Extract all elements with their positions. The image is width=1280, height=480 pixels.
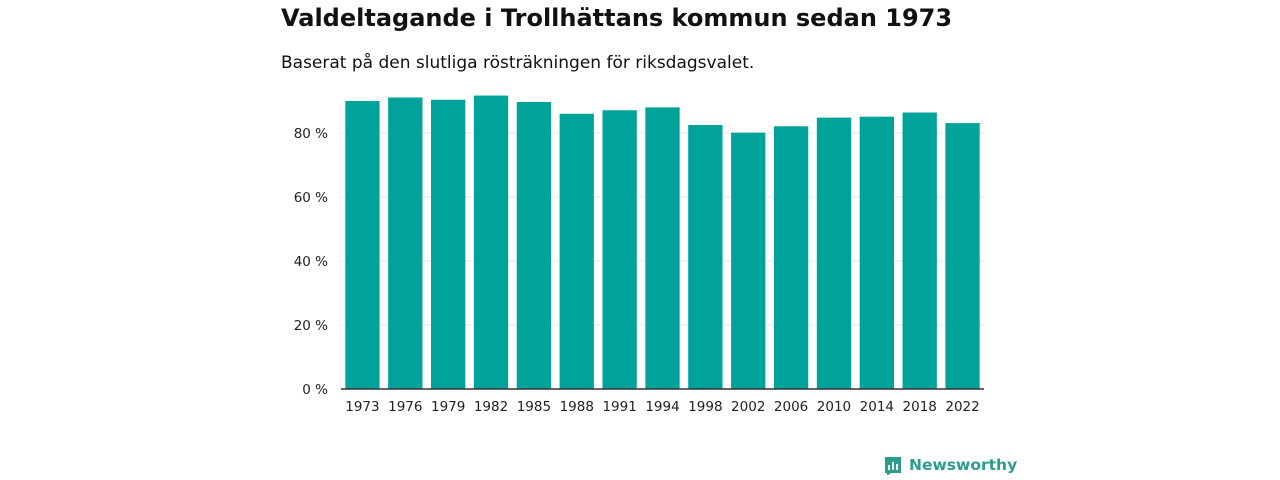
y-axis-ticks: 0 % 20 % 40 % 60 % 80 % [294, 126, 328, 398]
x-tick-label: 1985 [517, 399, 551, 415]
x-tick-label: 1979 [431, 399, 465, 415]
x-tick-label: 1982 [474, 399, 508, 415]
bar-1979[interactable] [431, 99, 466, 389]
bar-1976[interactable] [388, 97, 423, 389]
y-tick-label: 40 % [294, 254, 328, 270]
bar-2006[interactable] [773, 126, 809, 389]
x-tick-label: 2002 [731, 399, 765, 415]
brand-name: Newsworthy [909, 456, 1018, 474]
x-tick-label: 1998 [688, 399, 722, 415]
x-tick-label: 2006 [774, 399, 808, 415]
x-tick-label: 2018 [903, 399, 937, 415]
bar-1994[interactable] [645, 107, 680, 390]
y-tick-label: 0 % [302, 382, 328, 398]
bar-2002[interactable] [731, 132, 766, 389]
x-tick-label: 2010 [817, 399, 851, 415]
x-tick-label: 1973 [345, 399, 379, 415]
bar-chart-logo-icon [885, 457, 901, 475]
chart-title: Valdeltagande i Trollhättans kommun seda… [281, 4, 953, 32]
bar-2018[interactable] [902, 112, 937, 390]
y-tick-label: 80 % [294, 126, 328, 142]
x-tick-label: 1976 [388, 399, 422, 415]
bar-2014[interactable] [859, 116, 894, 390]
y-tick-label: 60 % [294, 190, 328, 206]
bar-1985[interactable] [516, 101, 552, 390]
newsworthy-logo[interactable]: Newsworthy [883, 455, 1017, 475]
x-tick-label: 2014 [860, 399, 894, 415]
x-axis-ticks: 1973 1976 1979 1982 1985 1988 1991 1994 1998 2002… [345, 399, 979, 415]
x-tick-label: 1994 [645, 399, 679, 415]
bar-1973[interactable] [345, 101, 380, 389]
bar-2022[interactable] [945, 123, 980, 389]
bar-1998[interactable] [688, 125, 723, 389]
bar-1988[interactable] [559, 113, 594, 390]
chart-subtitle: Baserat på den slutliga rösträkningen fö… [281, 53, 755, 73]
x-tick-label: 1988 [560, 399, 594, 415]
x-tick-label: 1991 [602, 399, 636, 415]
bar-2010[interactable] [816, 117, 852, 389]
x-tick-label: 2022 [945, 399, 979, 415]
bars [345, 95, 980, 390]
bar-1991[interactable] [602, 110, 637, 389]
bar-1982[interactable] [473, 95, 509, 389]
y-tick-label: 20 % [294, 318, 328, 334]
